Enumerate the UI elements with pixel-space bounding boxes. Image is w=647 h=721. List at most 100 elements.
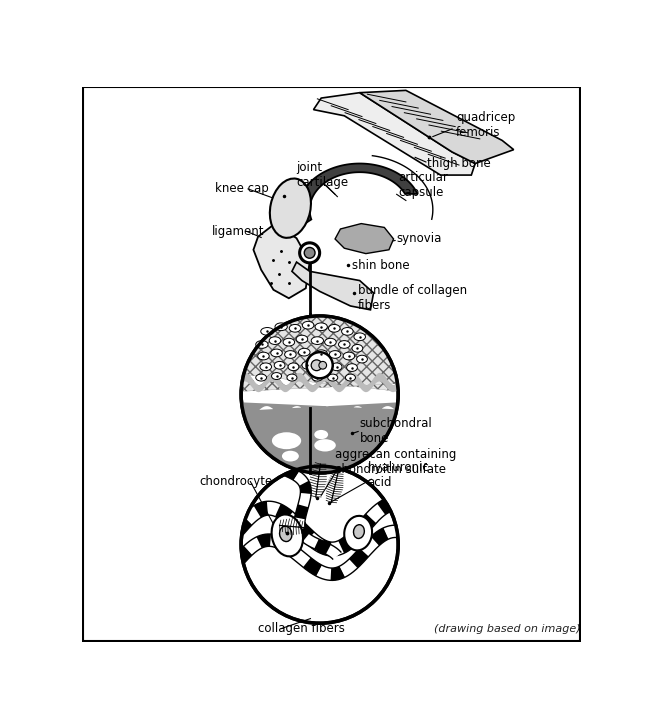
Polygon shape xyxy=(377,497,393,515)
Polygon shape xyxy=(326,544,342,559)
Text: joint
cartilage: joint cartilage xyxy=(296,161,349,189)
Polygon shape xyxy=(360,90,514,164)
Ellipse shape xyxy=(317,362,329,370)
Polygon shape xyxy=(347,524,367,545)
Polygon shape xyxy=(284,512,305,533)
Polygon shape xyxy=(295,528,309,542)
Circle shape xyxy=(304,247,315,258)
Circle shape xyxy=(300,243,320,263)
Polygon shape xyxy=(241,316,398,392)
Text: aggrecan containing
chondroitin sulfate: aggrecan containing chondroitin sulfate xyxy=(335,448,456,477)
Ellipse shape xyxy=(270,179,311,238)
Polygon shape xyxy=(233,546,252,566)
Polygon shape xyxy=(331,541,345,556)
Ellipse shape xyxy=(311,337,324,345)
Polygon shape xyxy=(389,497,403,511)
Ellipse shape xyxy=(269,337,281,345)
Ellipse shape xyxy=(274,361,285,369)
Ellipse shape xyxy=(275,323,287,331)
Polygon shape xyxy=(303,534,319,549)
Polygon shape xyxy=(305,532,324,552)
Text: hyaluronic
acid: hyaluronic acid xyxy=(367,461,429,490)
Polygon shape xyxy=(254,501,269,518)
Polygon shape xyxy=(243,373,397,392)
Ellipse shape xyxy=(258,352,269,360)
Circle shape xyxy=(241,466,398,623)
Polygon shape xyxy=(294,504,309,520)
Text: knee cap: knee cap xyxy=(215,182,269,195)
Ellipse shape xyxy=(356,355,367,363)
Text: thigh bone: thigh bone xyxy=(428,157,491,170)
Polygon shape xyxy=(349,548,369,568)
Polygon shape xyxy=(294,472,309,486)
Ellipse shape xyxy=(338,340,350,348)
Polygon shape xyxy=(298,164,417,226)
Ellipse shape xyxy=(312,374,323,381)
Circle shape xyxy=(307,352,333,379)
Ellipse shape xyxy=(315,323,327,331)
Text: subchondral
bone: subchondral bone xyxy=(360,417,432,446)
Text: articular
capsule: articular capsule xyxy=(398,171,448,199)
Ellipse shape xyxy=(280,526,292,541)
Polygon shape xyxy=(317,539,332,556)
Ellipse shape xyxy=(353,525,364,539)
Ellipse shape xyxy=(329,324,340,332)
Ellipse shape xyxy=(298,348,310,356)
Ellipse shape xyxy=(270,349,282,357)
Polygon shape xyxy=(384,525,399,539)
Text: collagen fibers: collagen fibers xyxy=(258,622,345,635)
Text: shin bone: shin bone xyxy=(352,259,410,272)
Polygon shape xyxy=(314,539,331,554)
Ellipse shape xyxy=(285,350,296,358)
Circle shape xyxy=(241,316,398,473)
Polygon shape xyxy=(338,534,356,553)
Ellipse shape xyxy=(256,374,267,381)
Ellipse shape xyxy=(345,374,355,381)
Ellipse shape xyxy=(272,373,281,379)
Ellipse shape xyxy=(331,363,342,371)
Polygon shape xyxy=(244,536,262,555)
Ellipse shape xyxy=(352,345,363,352)
Ellipse shape xyxy=(314,439,336,451)
Polygon shape xyxy=(371,528,389,546)
Ellipse shape xyxy=(343,352,355,360)
Polygon shape xyxy=(270,534,286,549)
Text: (drawing based on image): (drawing based on image) xyxy=(433,624,580,634)
Polygon shape xyxy=(340,559,358,578)
Polygon shape xyxy=(294,518,305,531)
Ellipse shape xyxy=(354,333,366,340)
Ellipse shape xyxy=(288,363,299,371)
Polygon shape xyxy=(280,539,299,557)
Text: chondrocyte: chondrocyte xyxy=(199,475,273,488)
Polygon shape xyxy=(316,565,331,580)
Polygon shape xyxy=(267,501,281,517)
Ellipse shape xyxy=(344,516,372,550)
Ellipse shape xyxy=(272,515,303,557)
Ellipse shape xyxy=(315,350,327,358)
Ellipse shape xyxy=(296,335,308,343)
Polygon shape xyxy=(366,503,386,523)
Ellipse shape xyxy=(260,363,272,371)
Polygon shape xyxy=(335,224,393,254)
Ellipse shape xyxy=(282,451,299,461)
Ellipse shape xyxy=(283,338,294,346)
Polygon shape xyxy=(356,513,377,534)
Polygon shape xyxy=(331,566,345,580)
Polygon shape xyxy=(292,262,373,310)
Ellipse shape xyxy=(325,338,336,346)
Polygon shape xyxy=(298,493,311,508)
Ellipse shape xyxy=(256,340,268,348)
Text: ligament: ligament xyxy=(212,225,265,238)
Ellipse shape xyxy=(329,350,341,358)
Polygon shape xyxy=(232,515,252,536)
Ellipse shape xyxy=(342,327,353,335)
Ellipse shape xyxy=(302,322,314,329)
Ellipse shape xyxy=(261,327,274,335)
Text: quadricep
femoris: quadricep femoris xyxy=(456,111,515,139)
Polygon shape xyxy=(314,93,475,175)
Text: synovia: synovia xyxy=(397,231,442,244)
Polygon shape xyxy=(275,504,293,523)
Ellipse shape xyxy=(314,430,328,439)
Polygon shape xyxy=(303,557,322,576)
Polygon shape xyxy=(241,402,398,473)
